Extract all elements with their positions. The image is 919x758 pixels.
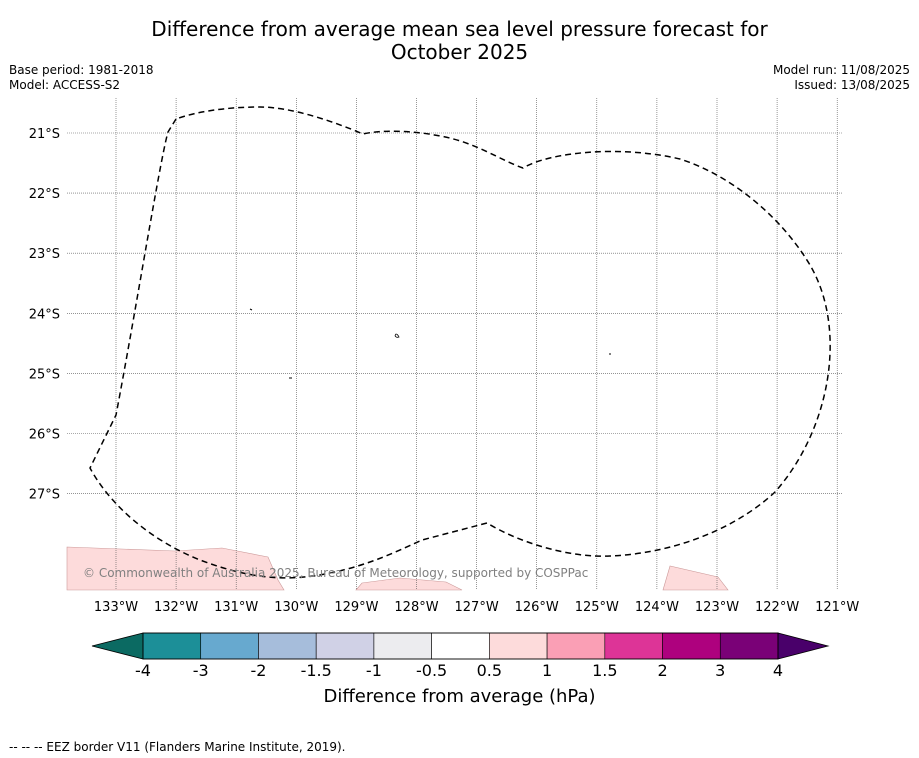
longitude-label: 130°W [274, 600, 318, 615]
colorbar-bin [431, 632, 490, 660]
colorbar-bin [142, 632, 202, 660]
colorbar-tick-label: 3 [715, 661, 725, 680]
colorbar-bin [489, 632, 548, 660]
longitude-label: 133°W [94, 600, 138, 615]
meta-right: Model run: 11/08/2025 Issued: 13/08/2025 [773, 63, 910, 93]
colorbar-tick-label: -1.5 [301, 661, 332, 680]
longitude-label: 131°W [214, 600, 258, 615]
colorbar-bin [373, 632, 432, 660]
island [249, 308, 253, 311]
eez-footnote: -- -- -- EEZ border V11 (Flanders Marine… [9, 740, 346, 754]
map-title-line2: October 2025 [390, 40, 529, 64]
colorbar-tick-label: -1 [366, 661, 382, 680]
longitude-label: 121°W [815, 600, 859, 615]
colorbar-tick-label: -0.5 [416, 661, 447, 680]
colorbar-under-arrow [91, 632, 144, 660]
latitude-label: 25°S [29, 367, 60, 382]
map-panel: © Commonwealth of Australia 2025, Bureau… [66, 98, 843, 591]
colorbar-ticks: -4 -3 -2 -1.5 -1 -0.5 0.5 1 1.5 2 3 4 [135, 661, 783, 680]
colorbar-label: Difference from average (hPa) [323, 686, 596, 707]
issued-text: Issued: 13/08/2025 [794, 78, 910, 92]
eez-border [89, 106, 831, 579]
longitude-label: 122°W [755, 600, 799, 615]
colorbar-bin [719, 632, 779, 660]
colorbar-tick-label: 4 [773, 661, 783, 680]
colorbar-bins [142, 632, 779, 660]
latitude-label: 24°S [29, 307, 60, 322]
model-run-text: Model run: 11/08/2025 [772, 63, 910, 77]
longitude-label: 123°W [695, 600, 739, 615]
colorbar-bin [546, 632, 606, 660]
colorbar-tick-label: 0.5 [477, 661, 502, 680]
colorbar-bin [258, 632, 317, 660]
latitude-labels: 21°S 22°S 23°S 24°S 25°S 26°S 27°S [29, 127, 60, 503]
base-period-text: Base period: 1981-2018 [9, 63, 154, 77]
longitude-label: 129°W [334, 600, 378, 615]
longitude-label: 126°W [515, 600, 559, 615]
longitude-label: 124°W [635, 600, 679, 615]
model-text: Model: ACCESS-S2 [9, 78, 121, 92]
latitude-label: 22°S [29, 187, 60, 202]
copyright-text: © Commonwealth of Australia 2025, Bureau… [83, 566, 588, 580]
colorbar-tick-label: 1 [542, 661, 552, 680]
latitude-label: 21°S [29, 127, 60, 142]
colorbar-tick-label: 2 [657, 661, 667, 680]
longitude-label: 128°W [394, 600, 438, 615]
anomaly-patch-southwest [66, 546, 285, 591]
longitude-label: 132°W [154, 600, 198, 615]
anomaly-patch-southeast [662, 565, 729, 591]
latitude-label: 23°S [29, 247, 60, 262]
latitude-label: 26°S [29, 428, 60, 443]
colorbar-over-arrow [777, 632, 830, 660]
colorbar-tick-label: -3 [193, 661, 209, 680]
meta-left: Base period: 1981-2018 Model: ACCESS-S2 [9, 63, 154, 93]
colorbar-tick-label: -4 [135, 661, 151, 680]
island [394, 333, 400, 338]
colorbar-tick-label: 1.5 [592, 661, 617, 680]
map-title-line1: Difference from average mean sea level p… [151, 17, 768, 41]
colorbar-bin [200, 632, 259, 660]
colorbar-frame [142, 632, 779, 660]
colorbar-bin [604, 632, 663, 660]
colorbar: -4 -3 -2 -1.5 -1 -0.5 0.5 1 1.5 2 3 4 [91, 632, 830, 680]
longitude-label: 125°W [575, 600, 619, 615]
longitude-labels: 133°W 132°W 131°W 130°W 129°W 128°W 127°W 126°W… [94, 600, 860, 615]
anomaly-patch-south-center [355, 577, 463, 591]
longitude-label: 127°W [455, 600, 499, 615]
map-title: Difference from average mean sea level p… [0, 18, 919, 64]
colorbar-tick-label: -2 [250, 661, 266, 680]
latitude-label: 27°S [29, 488, 60, 503]
colorbar-bin [315, 632, 375, 660]
graticule [67, 98, 843, 590]
colorbar-bin [662, 632, 721, 660]
